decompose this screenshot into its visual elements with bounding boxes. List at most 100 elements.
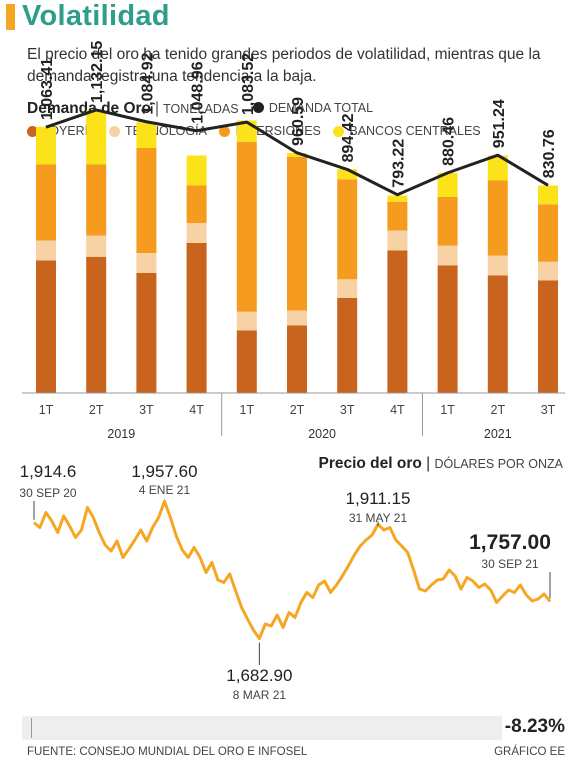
year-label: 2021 [484, 427, 512, 441]
demand-chart-header: Demanda de Oro | TONELADAS DEMANDA TOTAL [27, 100, 373, 118]
change-bar-tick [31, 718, 32, 738]
bar-joyeria [287, 325, 307, 393]
bar-bancos [387, 195, 408, 202]
annotation-date: 31 MAY 21 [349, 511, 408, 525]
legend-total-swatch [252, 102, 264, 113]
bar-inversiones [86, 164, 107, 236]
title-separator: | [155, 100, 160, 117]
demand-chart-unit: TONELADAS [163, 102, 239, 116]
bar-tecnologia [287, 310, 307, 326]
bar-bancos [136, 121, 157, 148]
bar-bancos [487, 155, 508, 181]
x-tick-label: 2T [491, 403, 506, 417]
intro-text: El precio del oro ha tenido grandes peri… [27, 46, 541, 85]
bar-tecnologia [36, 240, 56, 261]
price-chart-title: Precio del oro [318, 455, 422, 472]
bar-joyeria [36, 260, 56, 393]
price-title-separator: | [421, 455, 435, 472]
bar-inversiones [538, 204, 558, 262]
bar-inversiones [387, 201, 408, 231]
x-tick-label: 1T [39, 403, 54, 417]
bar-inversiones [337, 179, 358, 280]
bar-tecnologia [538, 261, 558, 281]
x-tick-label: 2T [290, 403, 305, 417]
bar-tecnologia [487, 255, 508, 276]
legend-joyeria-label: JOYERÍA [43, 124, 97, 138]
x-tick-label: 4T [390, 403, 405, 417]
x-tick-label: 4T [189, 403, 204, 417]
bar-inversiones [437, 196, 458, 246]
bar-joyeria [437, 265, 458, 393]
annotation-date: 30 SEP 20 [19, 486, 76, 500]
total-demand-line [45, 108, 549, 197]
total-data-label: 1,048.96 [190, 61, 207, 123]
bar-inversiones [136, 148, 157, 253]
total-data-label: 793.22 [390, 139, 407, 188]
legend-inversiones-swatch [219, 125, 231, 137]
annotation-value: 1,957.60 [131, 462, 197, 481]
total-data-label: 894.42 [340, 113, 357, 162]
demand-chart-title: Demanda de Oro [27, 100, 152, 117]
legend-total-label: DEMANDA TOTAL [268, 100, 374, 115]
bar-bancos [538, 185, 558, 205]
bar-joyeria [337, 298, 358, 393]
total-data-label: 1,132.15 [89, 41, 106, 103]
annotation-date: 8 MAR 21 [233, 688, 287, 702]
bar-tecnologia [136, 253, 157, 273]
price-change-value: -8.23% [504, 716, 565, 737]
page-title: Volatilidad [22, 0, 170, 32]
bar-joyeria [236, 330, 257, 393]
x-tick-label: 1T [440, 403, 455, 417]
x-tick-label: 2T [89, 403, 104, 417]
source-note: FUENTE: CONSEJO MUNDIAL DEL ORO E INFOSE… [27, 746, 308, 758]
bar-bancos [337, 169, 358, 180]
year-label: 2019 [107, 427, 135, 441]
bar-joyeria [86, 256, 107, 393]
legend-bancos-swatch [333, 125, 345, 137]
price-chart-unit: DÓLARES POR ONZA [434, 457, 564, 471]
bar-bancos [186, 155, 207, 186]
legend-total: DEMANDA TOTAL [252, 100, 374, 115]
legend-bancos: BANCOS CENTRALES [333, 124, 481, 138]
x-tick-label: 3T [139, 403, 154, 417]
legend-joyeria: JOYERÍA [27, 124, 97, 138]
bar-inversiones [487, 180, 508, 256]
graphic-credit: GRÁFICO EE [494, 746, 565, 758]
total-data-label: 951.24 [491, 99, 508, 148]
change-bar [22, 716, 502, 740]
legend-bancos-label: BANCOS CENTRALES [349, 124, 481, 138]
bar-tecnologia [86, 235, 107, 257]
bar-bancos [36, 126, 56, 165]
annotation-value: 1,757.00 [469, 531, 551, 554]
bar-bancos [287, 153, 307, 157]
bar-inversiones [236, 141, 257, 312]
annotation-date: 30 SEP 21 [481, 557, 538, 571]
price-line [33, 499, 552, 640]
legend-tecnologia-swatch [108, 125, 120, 137]
total-data-label: 960.59 [290, 97, 307, 146]
bar-tecnologia [437, 245, 458, 266]
bar-inversiones [36, 164, 56, 241]
bar-bancos [437, 173, 458, 197]
annotation-date: 4 ENE 21 [139, 483, 191, 497]
x-tick-label: 3T [541, 403, 556, 417]
bar-tecnologia [236, 311, 257, 331]
total-data-label: 1,083.52 [240, 53, 257, 115]
bar-inversiones [186, 185, 207, 223]
demand-legend: JOYERÍA TECNOLOGÍA INVERSIONES BANCOS CE… [27, 124, 490, 140]
bar-tecnologia [337, 279, 358, 298]
bar-tecnologia [387, 230, 408, 251]
bar-tecnologia [186, 223, 207, 243]
bar-joyeria [136, 273, 157, 393]
annotation-value: 1,682.90 [226, 666, 292, 685]
total-data-label: 1,063.41 [39, 58, 56, 120]
annotation-value: 1,911.15 [346, 489, 411, 508]
annotation-value: 1,914.6 [20, 462, 77, 481]
x-tick-label: 3T [340, 403, 355, 417]
bar-joyeria [538, 280, 558, 393]
total-data-label: 830.76 [541, 129, 558, 178]
total-data-label: 1,084.92 [139, 52, 156, 114]
price-chart-header: Precio del oro | DÓLARES POR ONZA [318, 455, 563, 473]
